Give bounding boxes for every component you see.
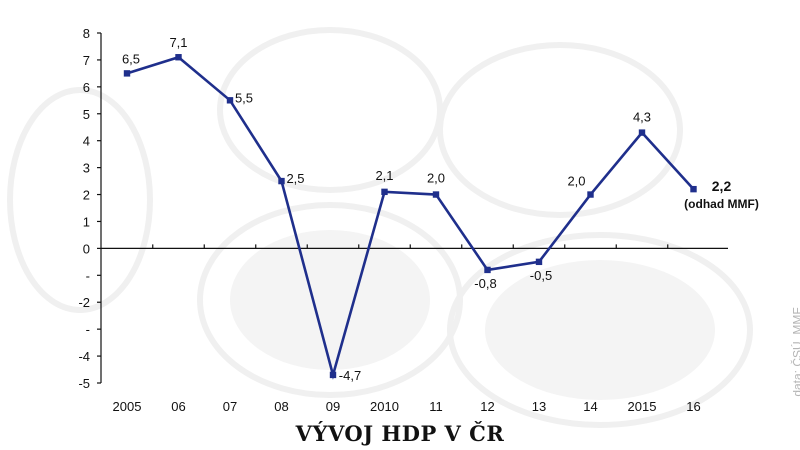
data-point [690,185,697,193]
y-tick-label: 7 [83,53,90,68]
y-tick-label: 2 [83,188,90,203]
y-tick-label: - [86,268,90,283]
data-label: -0,8 [474,276,496,291]
estimate-note: (odhad MMF) [684,197,759,211]
data-label: -0,5 [530,268,552,283]
data-label: 5,5 [235,90,253,105]
data-point [587,191,594,198]
data-point [175,54,182,61]
x-tick-label: 2015 [628,399,657,414]
data-point [638,129,646,136]
data-point [535,258,543,266]
source-note: data: ČSÚ, MMF [790,307,800,397]
y-tick-label: 5 [83,107,90,122]
y-tick-label: 3 [83,161,90,176]
data-point [226,97,234,104]
y-tick-label: 1 [83,214,90,229]
data-point [123,70,131,77]
x-tick-label: 13 [532,399,546,414]
data-label: 4,3 [633,110,651,125]
data-points [123,54,697,379]
x-tick-label: 2005 [113,399,142,414]
data-label: 2,2 [712,178,732,194]
data-label: 2,1 [375,168,393,183]
x-tick-label: 2010 [370,399,399,414]
x-tick-label: 14 [583,399,597,414]
x-tick-label: 09 [326,399,340,414]
data-point [484,266,491,274]
y-tick-label: -4 [78,349,90,364]
data-label: 7,1 [169,35,187,50]
data-label: 2,0 [567,174,585,189]
y-tick-label: 6 [83,80,90,95]
y-axis-ticks: 8 7 6 5 4 3 2 1 0 - -2 - -4 -5 [78,26,101,391]
data-labels: 6,5 7,1 5,5 2,5 -4,7 2,1 2,0 -0,8 -0,5 2,0 4,3 2,2 (… [122,35,759,383]
y-tick-label: - [86,322,90,337]
y-tick-label: 0 [83,241,90,256]
x-tick-label: 12 [480,399,494,414]
data-point [381,188,388,196]
data-point [329,371,337,379]
y-tick-label: 4 [83,134,90,149]
data-label: 6,5 [122,51,140,66]
series-line-gdp [126,55,695,380]
chart-title: VÝVOJ HDP V ČR [295,421,505,446]
data-point [278,177,285,185]
y-tick-label: -2 [78,295,90,310]
x-tick-label: 07 [223,399,237,414]
data-point [432,191,440,198]
x-tick-label: 08 [274,399,288,414]
x-tick-label: 16 [686,399,700,414]
x-tick-label: 11 [429,399,443,414]
data-label: 2,5 [286,171,304,186]
y-tick-label: -5 [78,376,90,391]
data-label: -4,7 [339,368,361,383]
y-tick-label: 8 [83,26,90,41]
data-label: 2,0 [427,171,445,186]
x-axis-ticks: 2005 06 07 08 09 2010 11 12 13 14 2015 16 [113,244,701,414]
x-tick-label: 06 [171,399,185,414]
